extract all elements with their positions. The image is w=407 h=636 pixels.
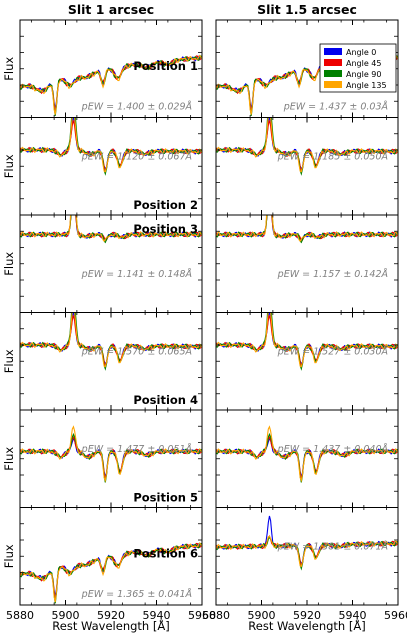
- pew-annotation: pEW = 1.185 ± 0.050Å: [277, 151, 388, 163]
- position-label: Position 5: [133, 491, 198, 505]
- pew-annotation: pEW = 1.477 ± 0.051Å: [81, 443, 192, 455]
- panel-row1-col1: Position 1 pEW = 1.400 ± 0.029Å Flux: [2, 19, 203, 118]
- pew-annotation: pEW = 1.141 ± 0.148Å: [81, 268, 192, 280]
- x-tick-label: 5900: [52, 609, 80, 622]
- legend-swatch: [324, 59, 342, 66]
- series-line-angle-135: [20, 542, 202, 603]
- series-line-angle-135: [20, 215, 202, 243]
- panel-row5-col2: pEW = 1.437 ± 0.040Å: [215, 409, 399, 508]
- series-line-angle-45: [216, 120, 398, 173]
- series-line-angle-0: [216, 515, 398, 566]
- x-tick-label: 5960: [384, 609, 407, 622]
- panel-row6-col2: pEW = 1.381 ± 0.071Å 5880 5900 5920 5940 5960: [202, 507, 407, 622]
- panel-row3-col1: Position 3 pEW = 1.141 ± 0.148Å Flux: [2, 214, 203, 313]
- series-line-angle-135: [216, 425, 398, 483]
- x-axis-label: Rest Wavelength [Å]: [52, 618, 169, 633]
- position-label: Position 2: [133, 198, 198, 212]
- panel-frame: [215, 507, 399, 606]
- series-line-angle-135: [20, 312, 202, 368]
- series-line-angle-90: [216, 432, 398, 483]
- y-axis-label: Flux: [2, 252, 16, 276]
- legend-swatch: [324, 70, 342, 77]
- x-tick-label: 5900: [248, 609, 276, 622]
- x-tick-label: 5940: [339, 609, 367, 622]
- position-label: Position 6: [133, 547, 198, 561]
- y-axis-label: Flux: [2, 544, 16, 568]
- x-tick-label: 5880: [6, 609, 34, 622]
- panel-row4-col2: pEW = 1.527 ± 0.030Å: [215, 312, 399, 411]
- panel-row3-col2: pEW = 1.157 ± 0.142Å: [215, 214, 399, 313]
- y-axis-label: Flux: [2, 447, 16, 471]
- column-titles: Slit 1 arcsec Slit 1.5 arcsec: [68, 2, 357, 17]
- legend-entry-label: Angle 0: [346, 48, 376, 57]
- series-line-angle-135: [216, 312, 398, 368]
- series-line-angle-45: [216, 315, 398, 368]
- x-axis-label: Rest Wavelength [Å]: [248, 618, 365, 633]
- panel-frame: [215, 409, 399, 508]
- legend-entry-label: Angle 45: [346, 59, 382, 68]
- series-line-angle-135: [216, 215, 398, 243]
- pew-annotation: pEW = 1.400 ± 0.029Å: [81, 101, 192, 113]
- y-axis-label: Flux: [2, 57, 16, 81]
- panel-grid: Position 1 pEW = 1.400 ± 0.029Å Flux pEW = …: [2, 19, 407, 622]
- pew-annotation: pEW = 1.437 ± 0.03Å: [283, 101, 388, 113]
- column-title: Slit 1 arcsec: [68, 2, 154, 17]
- position-label: Position 1: [133, 59, 198, 73]
- pew-annotation: pEW = 1.120 ± 0.067Å: [81, 151, 192, 163]
- series-line-angle-135: [20, 117, 202, 173]
- axis-labels: Rest Wavelength [Å] Rest Wavelength [Å]: [52, 618, 365, 633]
- series-line-angle-135: [216, 535, 398, 568]
- x-tick-label: 5920: [293, 609, 321, 622]
- legend-entry-label: Angle 135: [346, 81, 387, 90]
- panel-row4-col1: Position 4 pEW = 1.570 ± 0.065Å Flux: [2, 312, 203, 411]
- panel-frame: [215, 214, 399, 313]
- pew-annotation: pEW = 1.381 ± 0.071Å: [277, 541, 388, 553]
- panel-row5-col1: Position 5 pEW = 1.477 ± 0.051Å Flux: [2, 409, 203, 508]
- panel-row6-col1: Position 6 pEW = 1.365 ± 0.041Å Flux 5880 59…: [2, 507, 216, 622]
- legend-swatch: [324, 81, 342, 88]
- y-axis-label: Flux: [2, 154, 16, 178]
- x-tick-label: 5920: [97, 609, 125, 622]
- pew-annotation: pEW = 1.570 ± 0.065Å: [81, 346, 192, 358]
- position-label: Position 4: [133, 393, 198, 407]
- series-line-angle-135: [20, 425, 202, 483]
- x-tick-label: 5960: [188, 609, 216, 622]
- series-line-angle-90: [20, 432, 202, 483]
- legend-entry-label: Angle 90: [346, 70, 382, 79]
- x-tick-label: 5940: [143, 609, 171, 622]
- legend-swatch: [324, 48, 342, 55]
- series-line-angle-45: [20, 315, 202, 368]
- series-line-angle-135: [216, 117, 398, 173]
- legend: Angle 0 Angle 45 Angle 90 Angle 135: [319, 43, 397, 93]
- series-line-angle-45: [20, 120, 202, 173]
- pew-annotation: pEW = 1.437 ± 0.040Å: [277, 443, 388, 455]
- panel-frame: [215, 117, 399, 216]
- panel-row2-col2: pEW = 1.185 ± 0.050Å: [215, 117, 399, 216]
- column-title: Slit 1.5 arcsec: [257, 2, 357, 17]
- position-label: Position 3: [133, 222, 198, 236]
- series-line-angle-135: [20, 54, 202, 115]
- x-tick-label: 5880: [202, 609, 230, 622]
- panel-row2-col1: Position 2 pEW = 1.120 ± 0.067Å Flux: [2, 117, 203, 216]
- panel-frame: [215, 312, 399, 411]
- y-axis-label: Flux: [2, 349, 16, 373]
- pew-annotation: pEW = 1.527 ± 0.030Å: [277, 346, 388, 358]
- pew-annotation: pEW = 1.365 ± 0.041Å: [81, 588, 192, 600]
- pew-annotation: pEW = 1.157 ± 0.142Å: [277, 268, 388, 280]
